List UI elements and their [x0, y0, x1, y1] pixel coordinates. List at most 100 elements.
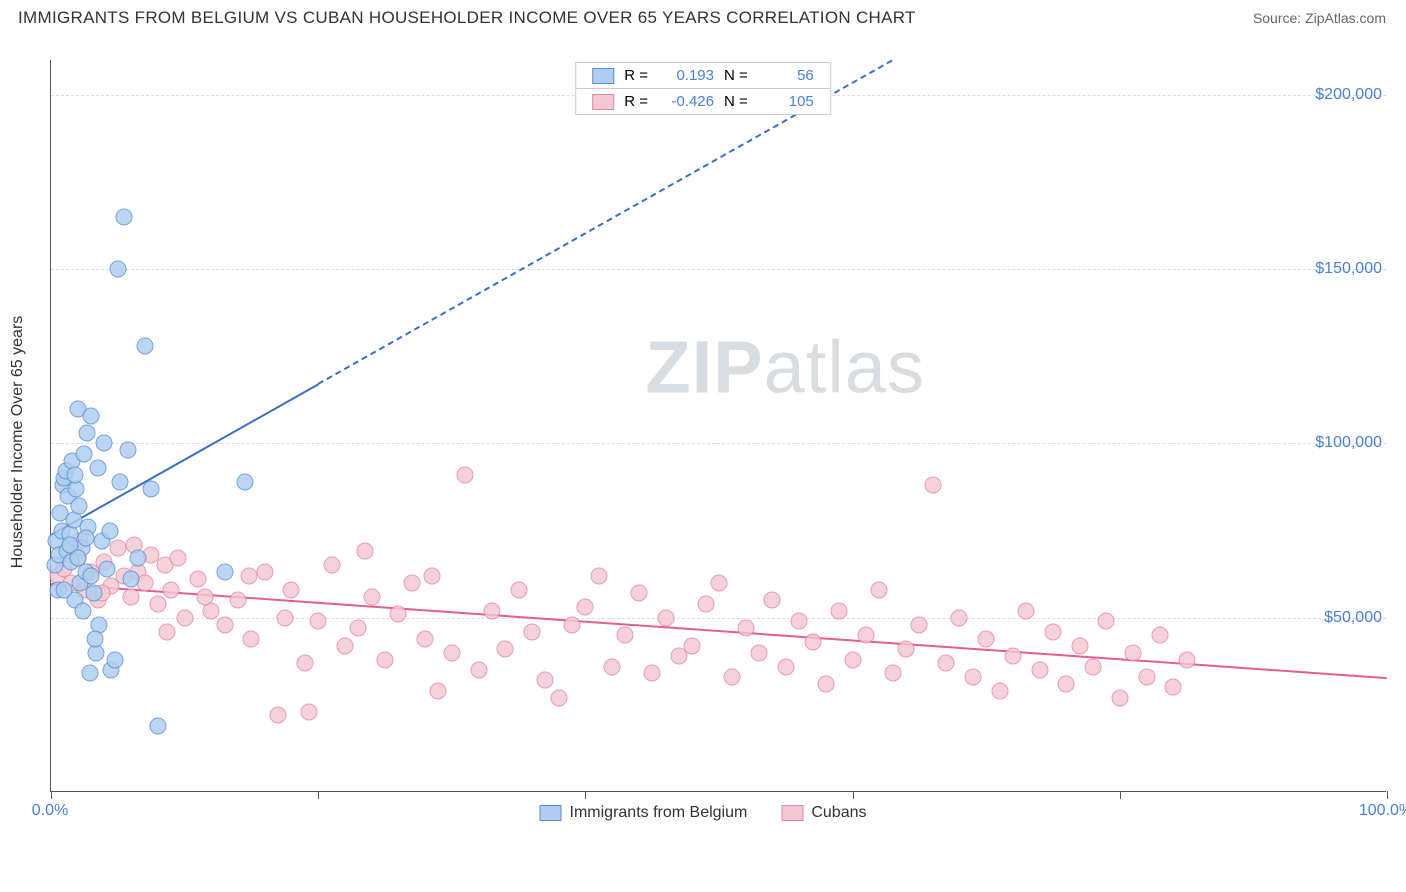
data-point — [101, 522, 118, 539]
data-point — [831, 602, 848, 619]
data-point — [296, 655, 313, 672]
data-point — [270, 707, 287, 724]
data-point — [817, 675, 834, 692]
data-point — [216, 564, 233, 581]
data-point — [884, 665, 901, 682]
data-point — [196, 588, 213, 605]
data-point — [67, 466, 84, 483]
data-point — [129, 550, 146, 567]
data-point — [169, 550, 186, 567]
data-point — [430, 682, 447, 699]
data-point — [777, 658, 794, 675]
data-point — [85, 585, 102, 602]
data-point — [590, 567, 607, 584]
data-point — [1004, 648, 1021, 665]
data-point — [423, 567, 440, 584]
legend-row-belgium: R =0.193 N =56 — [576, 63, 830, 89]
n-value-cubans: 105 — [758, 93, 814, 110]
data-point — [417, 630, 434, 647]
data-point — [149, 595, 166, 612]
data-point — [363, 588, 380, 605]
data-point — [1018, 602, 1035, 619]
gridline-h — [51, 618, 1386, 619]
x-tick — [1387, 791, 1388, 799]
swatch-cubans — [592, 94, 614, 110]
y-axis-label: Householder Income Over 65 years — [9, 316, 27, 569]
data-point — [123, 588, 140, 605]
data-point — [991, 682, 1008, 699]
swatch-belgium — [592, 68, 614, 84]
data-point — [844, 651, 861, 668]
data-point — [1045, 623, 1062, 640]
gridline-h — [51, 443, 1386, 444]
data-point — [938, 655, 955, 672]
data-point — [230, 592, 247, 609]
data-point — [510, 581, 527, 598]
y-tick-label: $200,000 — [1315, 86, 1382, 104]
chart: Householder Income Over 65 years ZIPatla… — [0, 32, 1406, 852]
data-point — [310, 613, 327, 630]
data-point — [764, 592, 781, 609]
data-point — [1178, 651, 1195, 668]
data-point — [56, 581, 73, 598]
data-point — [163, 581, 180, 598]
r-value-cubans: -0.426 — [658, 93, 714, 110]
data-point — [69, 550, 86, 567]
y-tick-label: $50,000 — [1324, 609, 1382, 627]
data-point — [1098, 613, 1115, 630]
data-point — [71, 498, 88, 515]
data-point — [276, 609, 293, 626]
data-point — [697, 595, 714, 612]
data-point — [644, 665, 661, 682]
data-point — [1071, 637, 1088, 654]
data-point — [951, 609, 968, 626]
data-point — [83, 567, 100, 584]
data-point — [617, 627, 634, 644]
data-point — [75, 602, 92, 619]
data-point — [483, 602, 500, 619]
data-point — [604, 658, 621, 675]
data-point — [79, 424, 96, 441]
legend-label-belgium: Immigrants from Belgium — [570, 804, 748, 822]
data-point — [256, 564, 273, 581]
data-point — [176, 609, 193, 626]
legend-label-cubans: Cubans — [811, 804, 866, 822]
data-point — [470, 662, 487, 679]
data-point — [550, 689, 567, 706]
data-point — [871, 581, 888, 598]
data-point — [107, 651, 124, 668]
plot-area: ZIPatlas — [50, 60, 1386, 792]
data-point — [149, 717, 166, 734]
legend-item-cubans: Cubans — [781, 804, 866, 822]
data-point — [724, 668, 741, 685]
data-point — [443, 644, 460, 661]
data-point — [537, 672, 554, 689]
data-point — [99, 560, 116, 577]
data-point — [1111, 689, 1128, 706]
data-point — [189, 571, 206, 588]
r-value-belgium: 0.193 — [658, 67, 714, 84]
swatch-belgium-icon — [540, 805, 562, 821]
x-tick — [853, 791, 854, 799]
data-point — [924, 477, 941, 494]
x-tick-label: 0.0% — [32, 802, 68, 820]
data-point — [1085, 658, 1102, 675]
data-point — [89, 459, 106, 476]
x-tick-label: 100.0% — [1359, 802, 1406, 820]
data-point — [109, 540, 126, 557]
data-point — [791, 613, 808, 630]
data-point — [116, 208, 133, 225]
data-point — [109, 261, 126, 278]
data-point — [136, 337, 153, 354]
data-point — [657, 609, 674, 626]
data-point — [978, 630, 995, 647]
chart-source: Source: ZipAtlas.com — [1253, 10, 1386, 26]
data-point — [77, 529, 94, 546]
x-tick — [318, 791, 319, 799]
data-point — [300, 703, 317, 720]
y-tick-label: $100,000 — [1315, 434, 1382, 452]
data-point — [390, 606, 407, 623]
chart-title: IMMIGRANTS FROM BELGIUM VS CUBAN HOUSEHO… — [18, 8, 916, 28]
data-point — [336, 637, 353, 654]
x-tick — [1120, 791, 1121, 799]
